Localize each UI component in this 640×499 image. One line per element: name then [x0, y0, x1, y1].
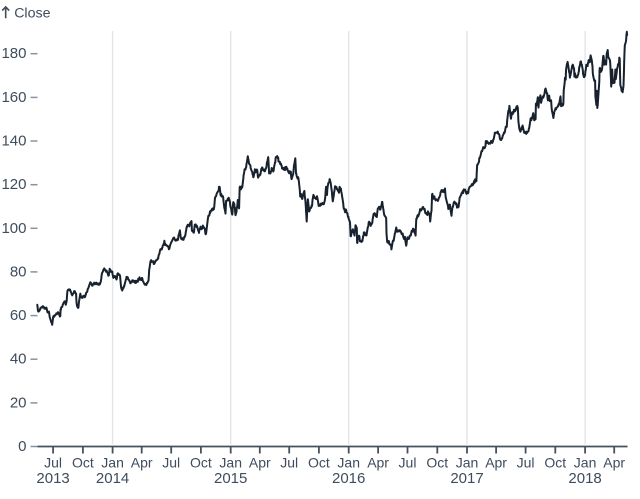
svg-text:Jan: Jan — [574, 455, 597, 471]
svg-text:2017: 2017 — [450, 470, 483, 487]
svg-text:Jan: Jan — [219, 455, 242, 471]
svg-text:Jul: Jul — [162, 455, 180, 471]
svg-text:Oct: Oct — [426, 455, 448, 471]
svg-text:Close: Close — [14, 5, 50, 21]
svg-text:Jan: Jan — [456, 455, 479, 471]
svg-text:Jan: Jan — [337, 455, 360, 471]
svg-text:20: 20 — [10, 394, 27, 411]
svg-text:Apr: Apr — [367, 455, 389, 471]
svg-text:2015: 2015 — [214, 470, 247, 487]
svg-text:180: 180 — [1, 45, 26, 62]
svg-text:Apr: Apr — [249, 455, 271, 471]
svg-text:Jul: Jul — [44, 455, 62, 471]
svg-text:Oct: Oct — [72, 455, 94, 471]
svg-text:2013: 2013 — [36, 470, 69, 487]
svg-text:140: 140 — [1, 133, 26, 150]
svg-text:Oct: Oct — [190, 455, 212, 471]
svg-text:Jul: Jul — [517, 455, 535, 471]
svg-text:40: 40 — [10, 351, 27, 368]
svg-text:60: 60 — [10, 307, 27, 324]
svg-text:Jul: Jul — [280, 455, 298, 471]
svg-text:Apr: Apr — [131, 455, 153, 471]
svg-text:2018: 2018 — [568, 470, 601, 487]
svg-text:2016: 2016 — [332, 470, 365, 487]
svg-text:Apr: Apr — [485, 455, 507, 471]
svg-text:Jul: Jul — [399, 455, 417, 471]
svg-text:160: 160 — [1, 89, 26, 106]
svg-text:Apr: Apr — [603, 455, 625, 471]
svg-text:Oct: Oct — [544, 455, 566, 471]
svg-text:Jan: Jan — [101, 455, 124, 471]
svg-text:100: 100 — [1, 220, 26, 237]
svg-text:80: 80 — [10, 263, 27, 280]
svg-text:120: 120 — [1, 176, 26, 193]
svg-text:Oct: Oct — [308, 455, 330, 471]
svg-text:2014: 2014 — [96, 470, 129, 487]
svg-text:0: 0 — [18, 438, 26, 455]
